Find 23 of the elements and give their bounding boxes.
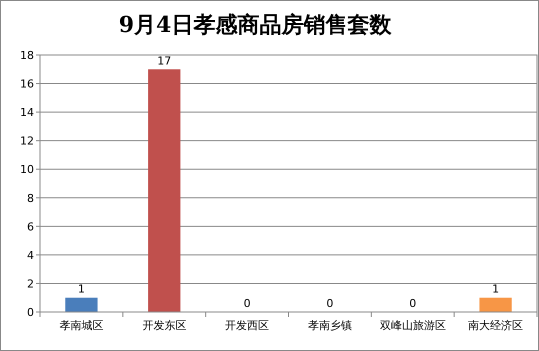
y-tick-label: 4 — [27, 248, 34, 262]
chart-title: 9月4日孝感商品房销售套数 — [118, 12, 392, 38]
x-tick-label: 孝南乡镇 — [308, 319, 352, 332]
y-tick-label: 8 — [27, 192, 34, 205]
data-label: 17 — [157, 54, 172, 68]
data-label: 0 — [244, 297, 251, 310]
x-tick-label: 开发西区 — [225, 319, 270, 332]
x-tick-label: 孝南城区 — [59, 319, 104, 332]
x-tick-label: 开发东区 — [142, 319, 186, 332]
y-tick-label: 14 — [20, 106, 34, 120]
y-tick-label: 18 — [20, 49, 34, 62]
y-tick-label: 10 — [20, 163, 34, 176]
y-tick-label: 0 — [27, 306, 34, 319]
x-tick-label: 双峰山旅游区 — [380, 319, 446, 332]
y-tick-label: 6 — [27, 220, 34, 234]
data-label: 1 — [492, 282, 500, 296]
y-tick-label: 12 — [20, 134, 34, 148]
data-label: 0 — [326, 297, 334, 310]
x-tick-label: 南大经济区 — [468, 319, 524, 332]
data-label: 0 — [409, 297, 416, 310]
y-tick-label: 16 — [20, 78, 34, 91]
y-tick-label: 2 — [27, 277, 34, 290]
data-label: 1 — [78, 282, 85, 296]
